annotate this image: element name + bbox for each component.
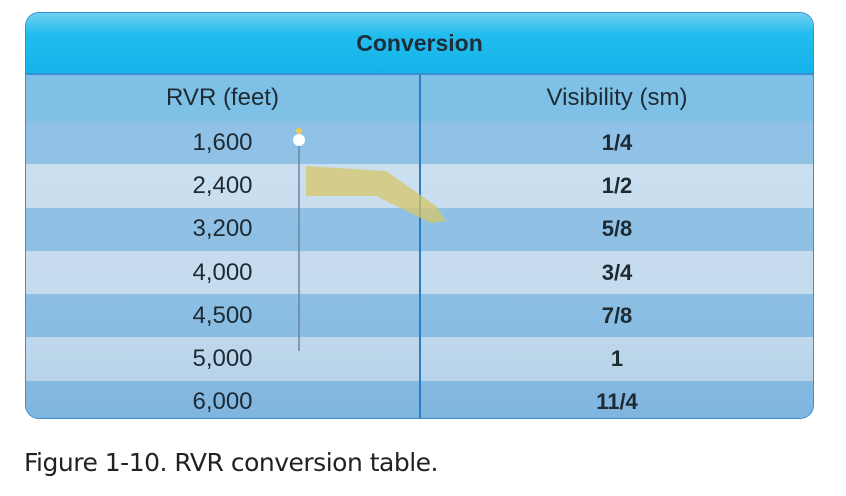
table-row: 2,400 1/2: [26, 164, 813, 208]
rvr-conversion-table: Conversion RVR (feet) Visibility (sm) 1,…: [25, 12, 814, 419]
rvr-value: 1,600: [192, 128, 253, 156]
rvr-value: 3,200: [192, 215, 253, 243]
table-title: Conversion: [26, 13, 813, 75]
visibility-value: 5/8: [419, 207, 813, 251]
visibility-value: 1: [419, 337, 813, 381]
visibility-value: 1/2: [419, 164, 813, 208]
rvr-value: 6,000: [192, 388, 253, 416]
table-row: 5,000 1: [26, 337, 813, 381]
column-header-rvr: RVR (feet): [166, 84, 279, 111]
table-row: 3,200 5/8: [26, 207, 813, 251]
visibility-value: 3/4: [419, 250, 813, 295]
table-row: 1,600 1/4: [26, 121, 813, 165]
rvr-value: 5,000: [192, 345, 253, 373]
visibility-value: 1/4: [419, 121, 813, 165]
rvr-value: 4,000: [192, 258, 253, 286]
visibility-value: 11/4: [419, 380, 813, 418]
table-body: 1,600 1/4 2,400 1/2 3,200 5/8 4,000 3/4 …: [26, 121, 813, 418]
table-header-row: RVR (feet) Visibility (sm): [26, 75, 813, 121]
visibility-value: 7/8: [419, 294, 813, 338]
rvr-value: 2,400: [192, 171, 253, 199]
table-row: 4,000 3/4: [26, 250, 813, 295]
figure-caption: Figure 1-10. RVR conversion table.: [24, 448, 439, 477]
table-row: 4,500 7/8: [26, 294, 813, 338]
column-header-visibility: Visibility (sm): [419, 75, 813, 121]
rvr-value: 4,500: [192, 301, 253, 329]
table-row: 6,000 11/4: [26, 380, 813, 418]
